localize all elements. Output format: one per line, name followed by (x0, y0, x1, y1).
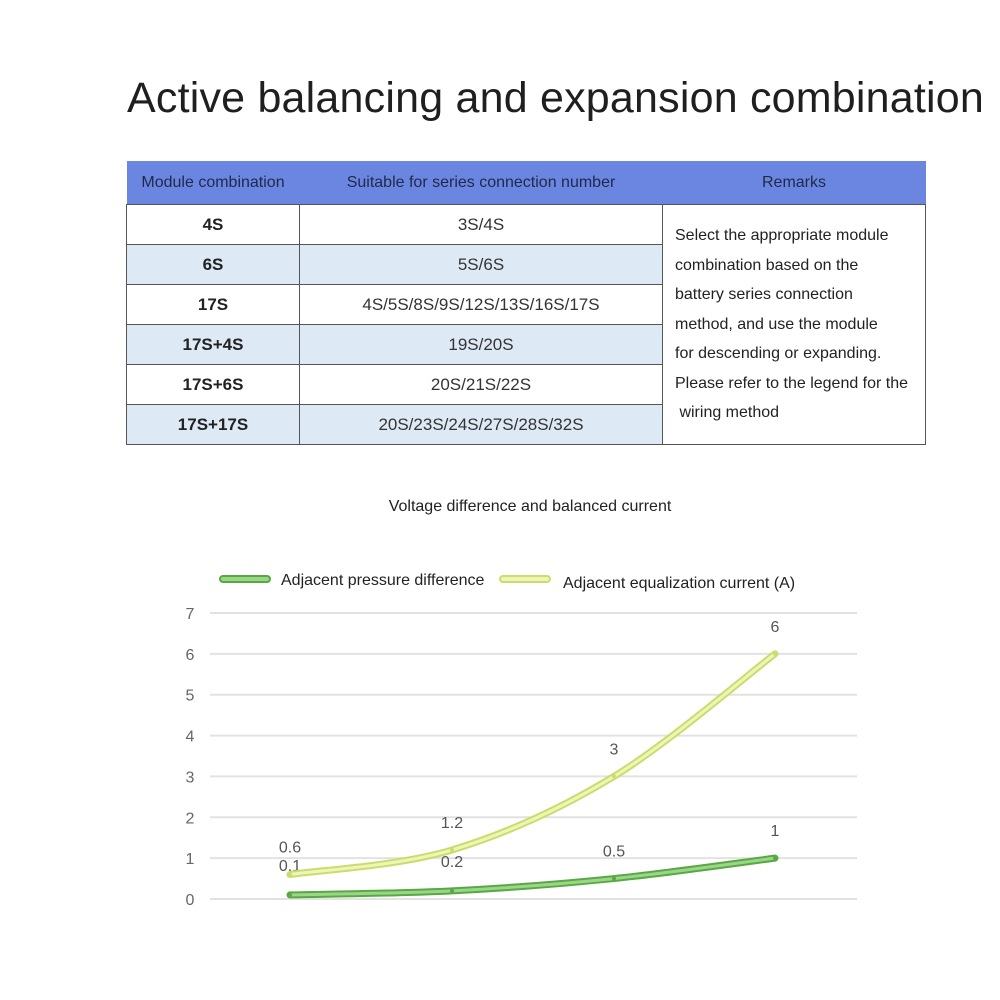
remarks-line: wiring method (675, 404, 780, 422)
header-remarks: Remarks (662, 161, 926, 205)
y-tick-label: 1 (186, 851, 195, 868)
legend-swatch (219, 575, 271, 583)
remarks-line: battery series connection (675, 286, 853, 304)
module-cell: 17S+6S (126, 364, 300, 405)
y-tick-label: 2 (186, 810, 195, 827)
data-point (773, 651, 777, 656)
data-label: 0.6 (279, 839, 301, 856)
y-tick-label: 6 (186, 647, 195, 664)
remarks-line: Select the appropriate module (675, 227, 889, 245)
data-point (450, 888, 454, 893)
module-combination-table: Module combination Suitable for series c… (126, 161, 926, 445)
header-series: Suitable for series connection number (299, 161, 663, 205)
table-row: 6S 5S/6S (126, 244, 926, 285)
data-label: 1.2 (441, 815, 463, 832)
data-label: 0.2 (441, 854, 463, 871)
module-cell: 6S (126, 244, 300, 285)
table-row: 17S+6S 20S/21S/22S (126, 364, 926, 405)
series-cell: 3S/4S (299, 204, 663, 245)
series-cell: 20S/23S/24S/27S/28S/32S (299, 404, 663, 445)
series-cell: 20S/21S/22S (299, 364, 663, 405)
table-row: 4S 3S/4S Select the appropriate module comb… (126, 204, 926, 445)
data-point (612, 774, 616, 779)
y-tick-label: 0 (186, 892, 195, 909)
data-point (288, 872, 292, 877)
series-cell: 5S/6S (299, 244, 663, 285)
data-label: 3 (610, 741, 619, 758)
data-point (773, 856, 777, 861)
series-cell: 19S/20S (299, 324, 663, 365)
series-line-outline (286, 650, 779, 878)
data-label: 6 (771, 619, 780, 636)
module-cell: 17S+4S (126, 324, 300, 365)
y-tick-label: 3 (186, 769, 195, 786)
data-point (288, 892, 292, 897)
remarks-line: combination based on the (675, 256, 859, 274)
remarks-line: method, and use the module (675, 315, 878, 333)
data-point (450, 847, 454, 852)
y-tick-label: 7 (186, 606, 195, 623)
legend-swatch (499, 575, 551, 583)
module-cell: 17S+17S (126, 404, 300, 445)
remarks-line: for descending or expanding. (675, 345, 882, 363)
remarks-cell: Select the appropriate module combination… (662, 204, 926, 445)
legend-label: Adjacent pressure difference (281, 572, 484, 589)
y-tick-label: 4 (186, 729, 195, 746)
legend-label: Adjacent equalization current (A) (563, 575, 795, 592)
page-title: Active balancing and expansion combinati… (127, 74, 985, 122)
y-tick-label: 5 (186, 688, 195, 705)
data-point (612, 876, 616, 881)
series-line (288, 856, 777, 897)
remarks-line: Please refer to the legend for the (675, 374, 909, 392)
table-row: 17S+17S 20S/23S/24S/27S/28S/32S (126, 404, 926, 445)
header-module: Module combination (126, 161, 300, 205)
data-label: 0.5 (603, 844, 625, 861)
chart-title: Voltage difference and balanced current (388, 498, 672, 515)
table-row: 17S+4S 19S/20S (126, 324, 926, 365)
series-line (288, 652, 777, 876)
data-label: 1 (771, 823, 780, 840)
